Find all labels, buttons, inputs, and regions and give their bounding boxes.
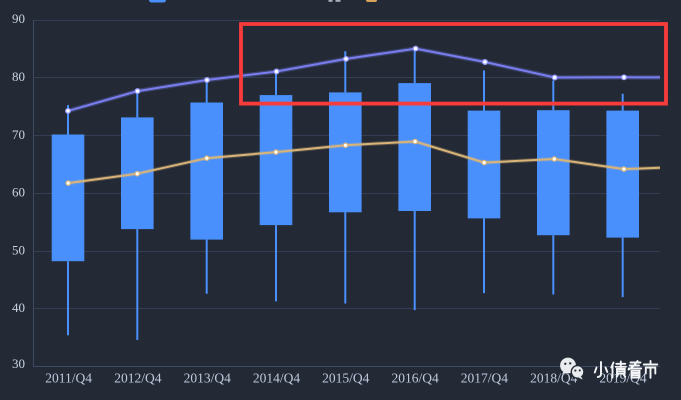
svg-text:70: 70 [12,127,25,142]
svg-text:2011/Q4: 2011/Q4 [45,371,92,386]
svg-text:2012/Q4: 2012/Q4 [114,371,162,386]
svg-text:60: 60 [12,185,25,200]
svg-text:40: 40 [12,300,25,315]
svg-text:2015/Q4: 2015/Q4 [322,371,370,386]
svg-text:80: 80 [12,69,25,84]
svg-text:2017/Q4: 2017/Q4 [461,371,509,386]
svg-text:90: 90 [12,11,25,26]
svg-text:2014/Q4: 2014/Q4 [253,371,301,386]
svg-text:30: 30 [12,356,25,371]
svg-text:2016/Q4: 2016/Q4 [391,371,439,386]
svg-text:2013/Q4: 2013/Q4 [184,371,232,386]
svg-text:2018/Q4: 2018/Q4 [530,371,578,386]
svg-text:50: 50 [12,243,25,258]
